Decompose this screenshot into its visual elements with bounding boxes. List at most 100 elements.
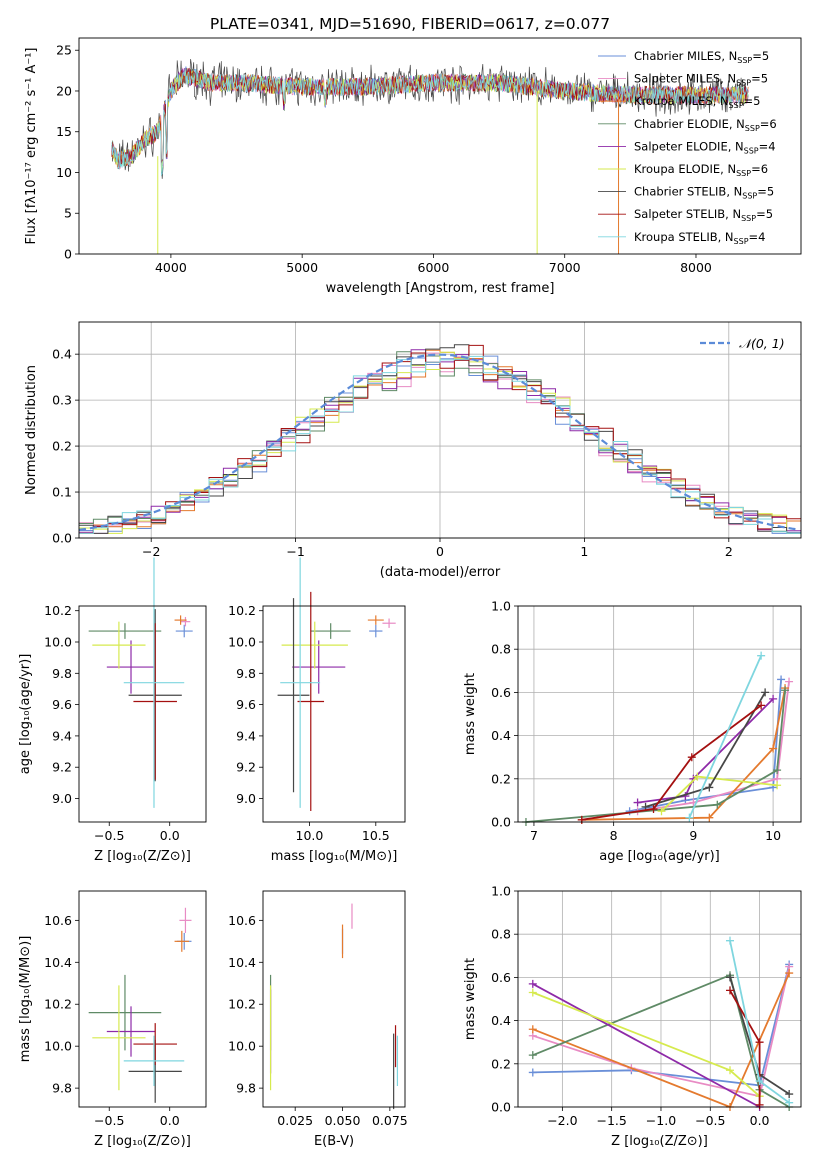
- y-tick-label: 10.6: [44, 913, 72, 928]
- y-tick-label: 10.2: [44, 603, 72, 618]
- x-tick-label: −2: [142, 544, 160, 559]
- data-point: [755, 1100, 764, 1109]
- y-tick-label: 5: [64, 206, 72, 221]
- legend-label: Salpeter MILES, NSSP=5: [634, 72, 768, 88]
- y-tick-label: 9.8: [52, 1081, 72, 1096]
- data-point: [755, 1038, 764, 1047]
- y-tick-label: 0.8: [491, 642, 511, 657]
- series-line: [532, 964, 791, 1087]
- y-tick-label: 10.0: [44, 635, 72, 650]
- axes-frame: [78, 605, 207, 823]
- data-point: [713, 800, 722, 809]
- y-tick-label: 10.0: [228, 635, 256, 650]
- data-point: [528, 988, 537, 997]
- legend-label: Salpeter STELIB, NSSP=5: [634, 207, 773, 223]
- axes-frame: [262, 890, 406, 1108]
- data-point: [785, 1090, 794, 1099]
- legend-label: Chabrier MILES, NSSP=5: [634, 49, 769, 65]
- legend-label: 𝒩(0, 1): [739, 336, 785, 351]
- y-tick-label: 9.6: [236, 697, 256, 712]
- y-tick-label: 10.0: [44, 1039, 72, 1054]
- y-axis-label: age [log₁₀(age/yr)]: [18, 654, 33, 775]
- x-tick-label: −1: [286, 544, 304, 559]
- x-tick-label: −1.0: [646, 1113, 676, 1128]
- y-tick-label: 9.4: [236, 728, 256, 743]
- x-tick-label: 10: [765, 828, 781, 843]
- legend-label: Kroupa STELIB, NSSP=4: [634, 230, 765, 246]
- y-tick-label: 9.4: [52, 728, 72, 743]
- y-tick-label: 10.2: [228, 997, 256, 1012]
- histogram-series: [79, 355, 801, 534]
- gaussian-curve: [78, 353, 799, 531]
- y-axis-label: Flux [fλ10⁻¹⁷ erg cm⁻² s⁻¹ A⁻¹]: [24, 48, 39, 245]
- data-point: [785, 1098, 794, 1107]
- y-tick-label: 0.0: [491, 1100, 511, 1115]
- axes-frame: [517, 605, 802, 823]
- y-tick-label: 0.6: [491, 685, 511, 700]
- x-tick-label: 9: [689, 828, 697, 843]
- y-tick-label: 0.2: [52, 439, 72, 454]
- data-point: [528, 1051, 537, 1060]
- x-tick-label: −1.5: [596, 1113, 626, 1128]
- x-axis-label: age [log₁₀(age/yr)]: [599, 849, 720, 864]
- data-point: [726, 1066, 735, 1075]
- x-axis-label: Z [log₁₀(Z/Z⊙)]: [611, 1134, 708, 1149]
- y-tick-label: 10.2: [44, 997, 72, 1012]
- axes-frame: [78, 321, 802, 539]
- y-tick-label: 9.0: [236, 791, 256, 806]
- y-tick-label: 0: [64, 247, 72, 262]
- y-tick-label: 10.2: [228, 603, 256, 618]
- chart-title: PLATE=0341, MJD=51690, FIBERID=0617, z=0…: [210, 15, 610, 33]
- x-axis-label: mass [log₁₀(M/M⊙)]: [271, 849, 398, 864]
- series-line: [645, 691, 766, 808]
- spectrum-line: [111, 67, 749, 167]
- data-point: [777, 675, 786, 684]
- data-point: [726, 936, 735, 945]
- data-point: [705, 813, 714, 822]
- y-tick-label: 15: [56, 124, 72, 139]
- x-tick-label: 2: [725, 544, 733, 559]
- y-tick-label: 9.6: [52, 697, 72, 712]
- y-tick-label: 0.1: [52, 485, 72, 500]
- data-point: [693, 772, 702, 781]
- x-tick-label: −0.5: [94, 828, 124, 843]
- data-point: [769, 744, 778, 753]
- series-line: [629, 679, 782, 813]
- y-tick-label: 0.6: [491, 970, 511, 985]
- x-tick-label: 0.0: [160, 828, 180, 843]
- x-tick-label: 0: [436, 544, 444, 559]
- y-tick-label: 10.4: [44, 955, 72, 970]
- data-point: [528, 1025, 537, 1034]
- data-point: [757, 701, 766, 710]
- y-tick-label: 10.4: [228, 955, 256, 970]
- y-tick-label: 10.0: [228, 1039, 256, 1054]
- x-axis-label: wavelength [Angstrom, rest frame]: [326, 281, 555, 296]
- data-point: [625, 807, 634, 816]
- y-tick-label: 1.0: [491, 599, 511, 614]
- data-point: [687, 753, 696, 762]
- data-point: [726, 973, 735, 982]
- legend-label: Kroupa ELODIE, NSSP=6: [634, 162, 768, 178]
- series-line: [581, 687, 786, 821]
- axes-frame: [517, 890, 802, 1108]
- y-tick-label: 9.2: [52, 760, 72, 775]
- x-tick-label: −0.5: [695, 1113, 725, 1128]
- data-point: [649, 805, 658, 814]
- x-tick-label: 0.0: [160, 1113, 180, 1128]
- legend-label: Chabrier ELODIE, NSSP=6: [634, 117, 777, 133]
- x-tick-label: 10.0: [296, 828, 324, 843]
- x-tick-label: 4000: [155, 260, 187, 275]
- y-tick-label: 25: [56, 43, 72, 58]
- data-point: [773, 781, 782, 790]
- data-point: [528, 1068, 537, 1077]
- x-tick-label: 7: [530, 828, 538, 843]
- x-tick-label: 7000: [549, 260, 581, 275]
- data-point: [761, 688, 770, 697]
- data-point: [781, 686, 790, 695]
- x-tick-label: 1: [580, 544, 588, 559]
- data-point: [705, 783, 714, 792]
- data-point: [528, 979, 537, 988]
- x-tick-label: 8: [610, 828, 618, 843]
- x-tick-label: −2.0: [547, 1113, 577, 1128]
